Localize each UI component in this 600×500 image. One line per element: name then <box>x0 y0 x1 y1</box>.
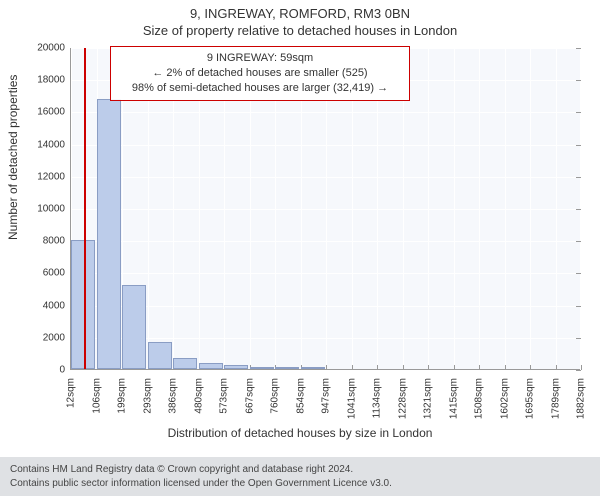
footer-line-2: Contains public sector information licen… <box>10 477 590 491</box>
gridline-vertical <box>454 48 455 369</box>
y-tick-label: 6000 <box>43 268 71 279</box>
annotation-line-1: 9 INGREWAY: 59sqm <box>119 51 401 66</box>
x-tick-mark <box>505 365 506 370</box>
footer: Contains HM Land Registry data © Crown c… <box>0 457 600 496</box>
x-tick-mark <box>581 365 582 370</box>
x-tick-label: 1602sqm <box>499 378 510 419</box>
histogram-bar <box>301 367 325 369</box>
x-tick-label: 667sqm <box>244 378 255 414</box>
x-tick-label: 1041sqm <box>346 378 357 419</box>
x-tick-label: 854sqm <box>295 378 306 414</box>
y-tick-label: 8000 <box>43 236 71 247</box>
x-tick-mark <box>377 365 378 370</box>
y-axis-label: Number of detached properties <box>6 75 20 240</box>
gridline-vertical <box>505 48 506 369</box>
x-tick-label: 12sqm <box>66 378 77 408</box>
x-tick-label: 573sqm <box>219 378 230 414</box>
x-tick-label: 106sqm <box>91 378 102 414</box>
annotation-line-2: ← 2% of detached houses are smaller (525… <box>119 66 401 81</box>
x-tick-label: 480sqm <box>193 378 204 414</box>
gridline-vertical <box>530 48 531 369</box>
histogram-bar <box>173 358 197 369</box>
gridline-vertical <box>581 48 582 369</box>
annotation-box: 9 INGREWAY: 59sqm ← 2% of detached house… <box>110 46 410 101</box>
x-tick-label: 1508sqm <box>474 378 485 419</box>
x-tick-label: 1695sqm <box>525 378 536 419</box>
x-tick-mark <box>403 365 404 370</box>
property-marker-line <box>84 48 86 369</box>
gridline-horizontal <box>71 370 580 371</box>
x-tick-label: 386sqm <box>168 378 179 414</box>
x-tick-label: 1415sqm <box>448 378 459 419</box>
title-line-2: Size of property relative to detached ho… <box>0 23 600 38</box>
y-tick-label: 20000 <box>37 43 71 54</box>
chart-header: 9, INGREWAY, ROMFORD, RM3 0BN Size of pr… <box>0 0 600 38</box>
x-tick-label: 1882sqm <box>576 378 587 419</box>
histogram-bar <box>199 363 223 369</box>
x-tick-label: 1789sqm <box>550 378 561 419</box>
histogram-bar <box>250 367 274 369</box>
y-tick-label: 12000 <box>37 171 71 182</box>
x-tick-label: 947sqm <box>321 378 332 414</box>
x-tick-label: 199sqm <box>117 378 128 414</box>
footer-line-1: Contains HM Land Registry data © Crown c… <box>10 463 590 477</box>
gridline-vertical <box>479 48 480 369</box>
x-tick-mark <box>454 365 455 370</box>
y-tick-label: 10000 <box>37 204 71 215</box>
x-tick-mark <box>556 365 557 370</box>
x-tick-label: 1321sqm <box>423 378 434 419</box>
x-tick-mark <box>530 365 531 370</box>
y-tick-label: 14000 <box>37 139 71 150</box>
histogram-bar <box>148 342 172 369</box>
title-line-1: 9, INGREWAY, ROMFORD, RM3 0BN <box>0 6 600 21</box>
gridline-vertical <box>556 48 557 369</box>
y-tick-label: 4000 <box>43 300 71 311</box>
x-tick-label: 1228sqm <box>397 378 408 419</box>
y-tick-label: 16000 <box>37 107 71 118</box>
x-tick-label: 293sqm <box>142 378 153 414</box>
gridline-vertical <box>428 48 429 369</box>
y-tick-label: 18000 <box>37 75 71 86</box>
x-tick-mark <box>352 365 353 370</box>
x-tick-mark <box>479 365 480 370</box>
histogram-bar <box>97 99 121 369</box>
x-tick-label: 1134sqm <box>372 378 383 418</box>
histogram-bar <box>122 285 146 369</box>
histogram-bar <box>275 367 299 369</box>
y-tick-mark <box>576 370 581 371</box>
x-tick-label: 760sqm <box>270 378 281 414</box>
y-tick-label: 0 <box>59 365 71 376</box>
histogram-bar <box>224 365 248 369</box>
x-tick-mark <box>326 365 327 370</box>
x-tick-mark <box>428 365 429 370</box>
x-axis-label: Distribution of detached houses by size … <box>0 426 600 440</box>
y-tick-label: 2000 <box>43 332 71 343</box>
annotation-line-3: 98% of semi-detached houses are larger (… <box>119 81 401 96</box>
